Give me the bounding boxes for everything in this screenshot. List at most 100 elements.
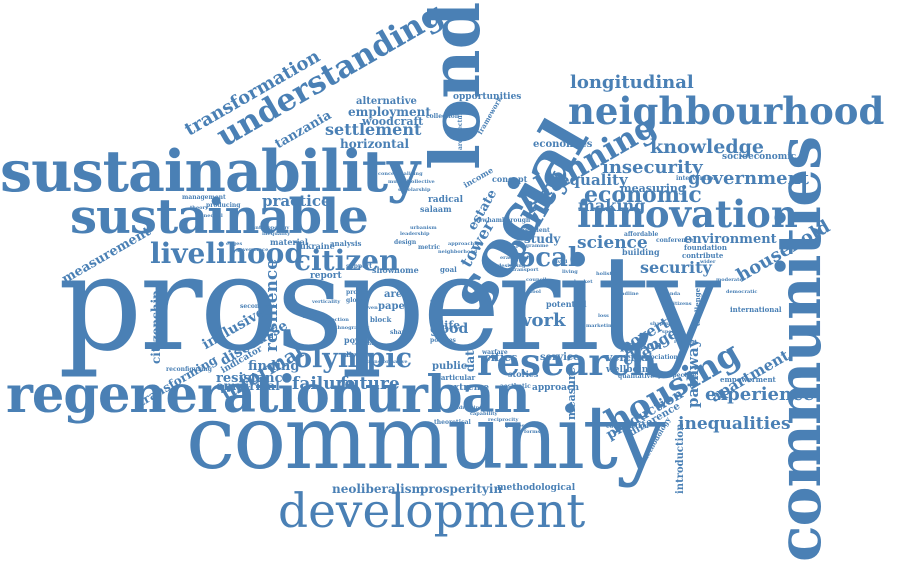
- word-future: future: [340, 374, 400, 394]
- word-socioeconomic: socioeconomic: [722, 152, 797, 162]
- word-resident: resident: [522, 227, 550, 234]
- word-affordable: affordable: [624, 231, 659, 238]
- word-woodcraft: woodcraft: [362, 115, 424, 128]
- word-empowerment: empowerment: [720, 375, 776, 384]
- word-edges: edges: [226, 241, 243, 247]
- word-transformative: transformative: [366, 359, 408, 365]
- word-study: study: [524, 232, 561, 246]
- word-shape: shape: [390, 329, 410, 336]
- word-livelihood: livelihood: [150, 237, 304, 270]
- word-eradicating: eradicating: [500, 255, 533, 261]
- word-analysis: analysis: [330, 239, 362, 248]
- word-economies: economies: [533, 139, 593, 150]
- word-conceptualising: conceptualising: [378, 171, 423, 177]
- word-life: life: [440, 319, 461, 332]
- word-provide: provide: [346, 289, 372, 296]
- word-block: block: [370, 315, 392, 324]
- word-processes: processes: [506, 423, 534, 429]
- word-diverse: diverse: [344, 350, 373, 359]
- word-support: support: [346, 263, 373, 270]
- word-relevant: relevant: [674, 339, 697, 345]
- word-area: area: [384, 289, 409, 300]
- word-societal: societal: [604, 281, 626, 287]
- word-marketing: marketing: [586, 323, 616, 329]
- word-measuring: measuring: [620, 182, 686, 195]
- word-cities: cities: [484, 351, 518, 364]
- word-horizontal: horizontal: [340, 137, 410, 151]
- word-economic: economic: [584, 182, 702, 208]
- word-breadline: breadline: [612, 291, 639, 297]
- word-neighborhood: neighborhood: [438, 249, 478, 255]
- word-conference: conference: [656, 237, 694, 244]
- word-resistance: resistance: [216, 371, 291, 386]
- word-service: service: [540, 352, 580, 363]
- word-content: content: [352, 341, 374, 347]
- word-borough: borough: [502, 217, 531, 224]
- word-council: council: [526, 277, 547, 283]
- word-science: science: [577, 233, 648, 253]
- word-scholarship: scholarship: [398, 187, 431, 193]
- word-goal: goal: [440, 265, 457, 274]
- word-inequality: inequality: [262, 231, 291, 237]
- word-management: management: [182, 194, 226, 201]
- word-specific: specific: [662, 329, 684, 335]
- word-citizens: citizens: [670, 301, 692, 307]
- word-reconfiguring: reconfiguring: [166, 366, 212, 373]
- word-policies: policies: [430, 337, 456, 344]
- word-park: park: [429, 294, 445, 330]
- word-public: public: [432, 361, 467, 372]
- word-building: building: [622, 247, 660, 257]
- word-association: association: [640, 354, 678, 361]
- word-neoliberalism: neoliberalism: [332, 482, 425, 496]
- word-international: international: [730, 305, 782, 314]
- word-opportunities: opportunities: [453, 92, 522, 102]
- word-vertical: vertical: [606, 351, 653, 364]
- word-reciprocity: reciprocity: [488, 417, 519, 423]
- word-good: good: [430, 321, 469, 337]
- word-knowledge: knowledge: [650, 136, 764, 158]
- word-newham: newham: [474, 217, 502, 224]
- word-research: research: [477, 340, 658, 384]
- word-anthropology: anthropology: [252, 225, 290, 231]
- word-agenda: agenda: [660, 291, 681, 297]
- word-ethnographic: ethnographic: [332, 325, 370, 331]
- word-design: design: [394, 239, 417, 246]
- word-paper: paper: [378, 301, 411, 312]
- word-addressing: addressing: [452, 405, 483, 411]
- word-alternative: alternative: [356, 96, 417, 107]
- word-person: person: [620, 339, 663, 352]
- word-reflection: reflection: [322, 317, 349, 323]
- word-multiple: multiple: [388, 179, 412, 185]
- word-wellbeing: wellbeing: [606, 365, 655, 375]
- word-particular: particular: [436, 373, 476, 382]
- word-governance: governance: [236, 247, 269, 253]
- word-environment: environment: [684, 232, 777, 247]
- word-urbanism: urbanism: [410, 225, 437, 231]
- word-material: material: [270, 237, 308, 247]
- word-aesthetic: aesthetic: [500, 383, 531, 390]
- word-sustainable: sustainable: [70, 189, 369, 245]
- word-collection: collection: [426, 113, 460, 120]
- word-driven: driven: [360, 305, 378, 311]
- word-failure: failure: [292, 374, 356, 394]
- word-intervention: intervention: [676, 175, 718, 182]
- word-redesigning: redesigning: [492, 263, 526, 269]
- word-finding: finding: [248, 359, 300, 374]
- word-making: making: [578, 196, 646, 215]
- word-experience: experience: [705, 384, 815, 405]
- word-insecurity: insecurity: [602, 157, 703, 178]
- word-loss: loss: [598, 313, 609, 319]
- word-government: government: [688, 168, 809, 189]
- word-equality: equality: [560, 171, 628, 189]
- word-community: community: [186, 386, 666, 489]
- word-home: home: [394, 265, 419, 275]
- word-warfare: warfare: [482, 349, 508, 356]
- word-wider: wider: [700, 259, 716, 265]
- word-basket: basket: [574, 279, 593, 285]
- word-radical: radical: [428, 195, 464, 205]
- word-olympic: olympic: [294, 343, 413, 374]
- word-innovation: innovation: [577, 192, 798, 236]
- word-leadership: leadership: [400, 231, 430, 237]
- word-introduction: introduction: [675, 423, 686, 494]
